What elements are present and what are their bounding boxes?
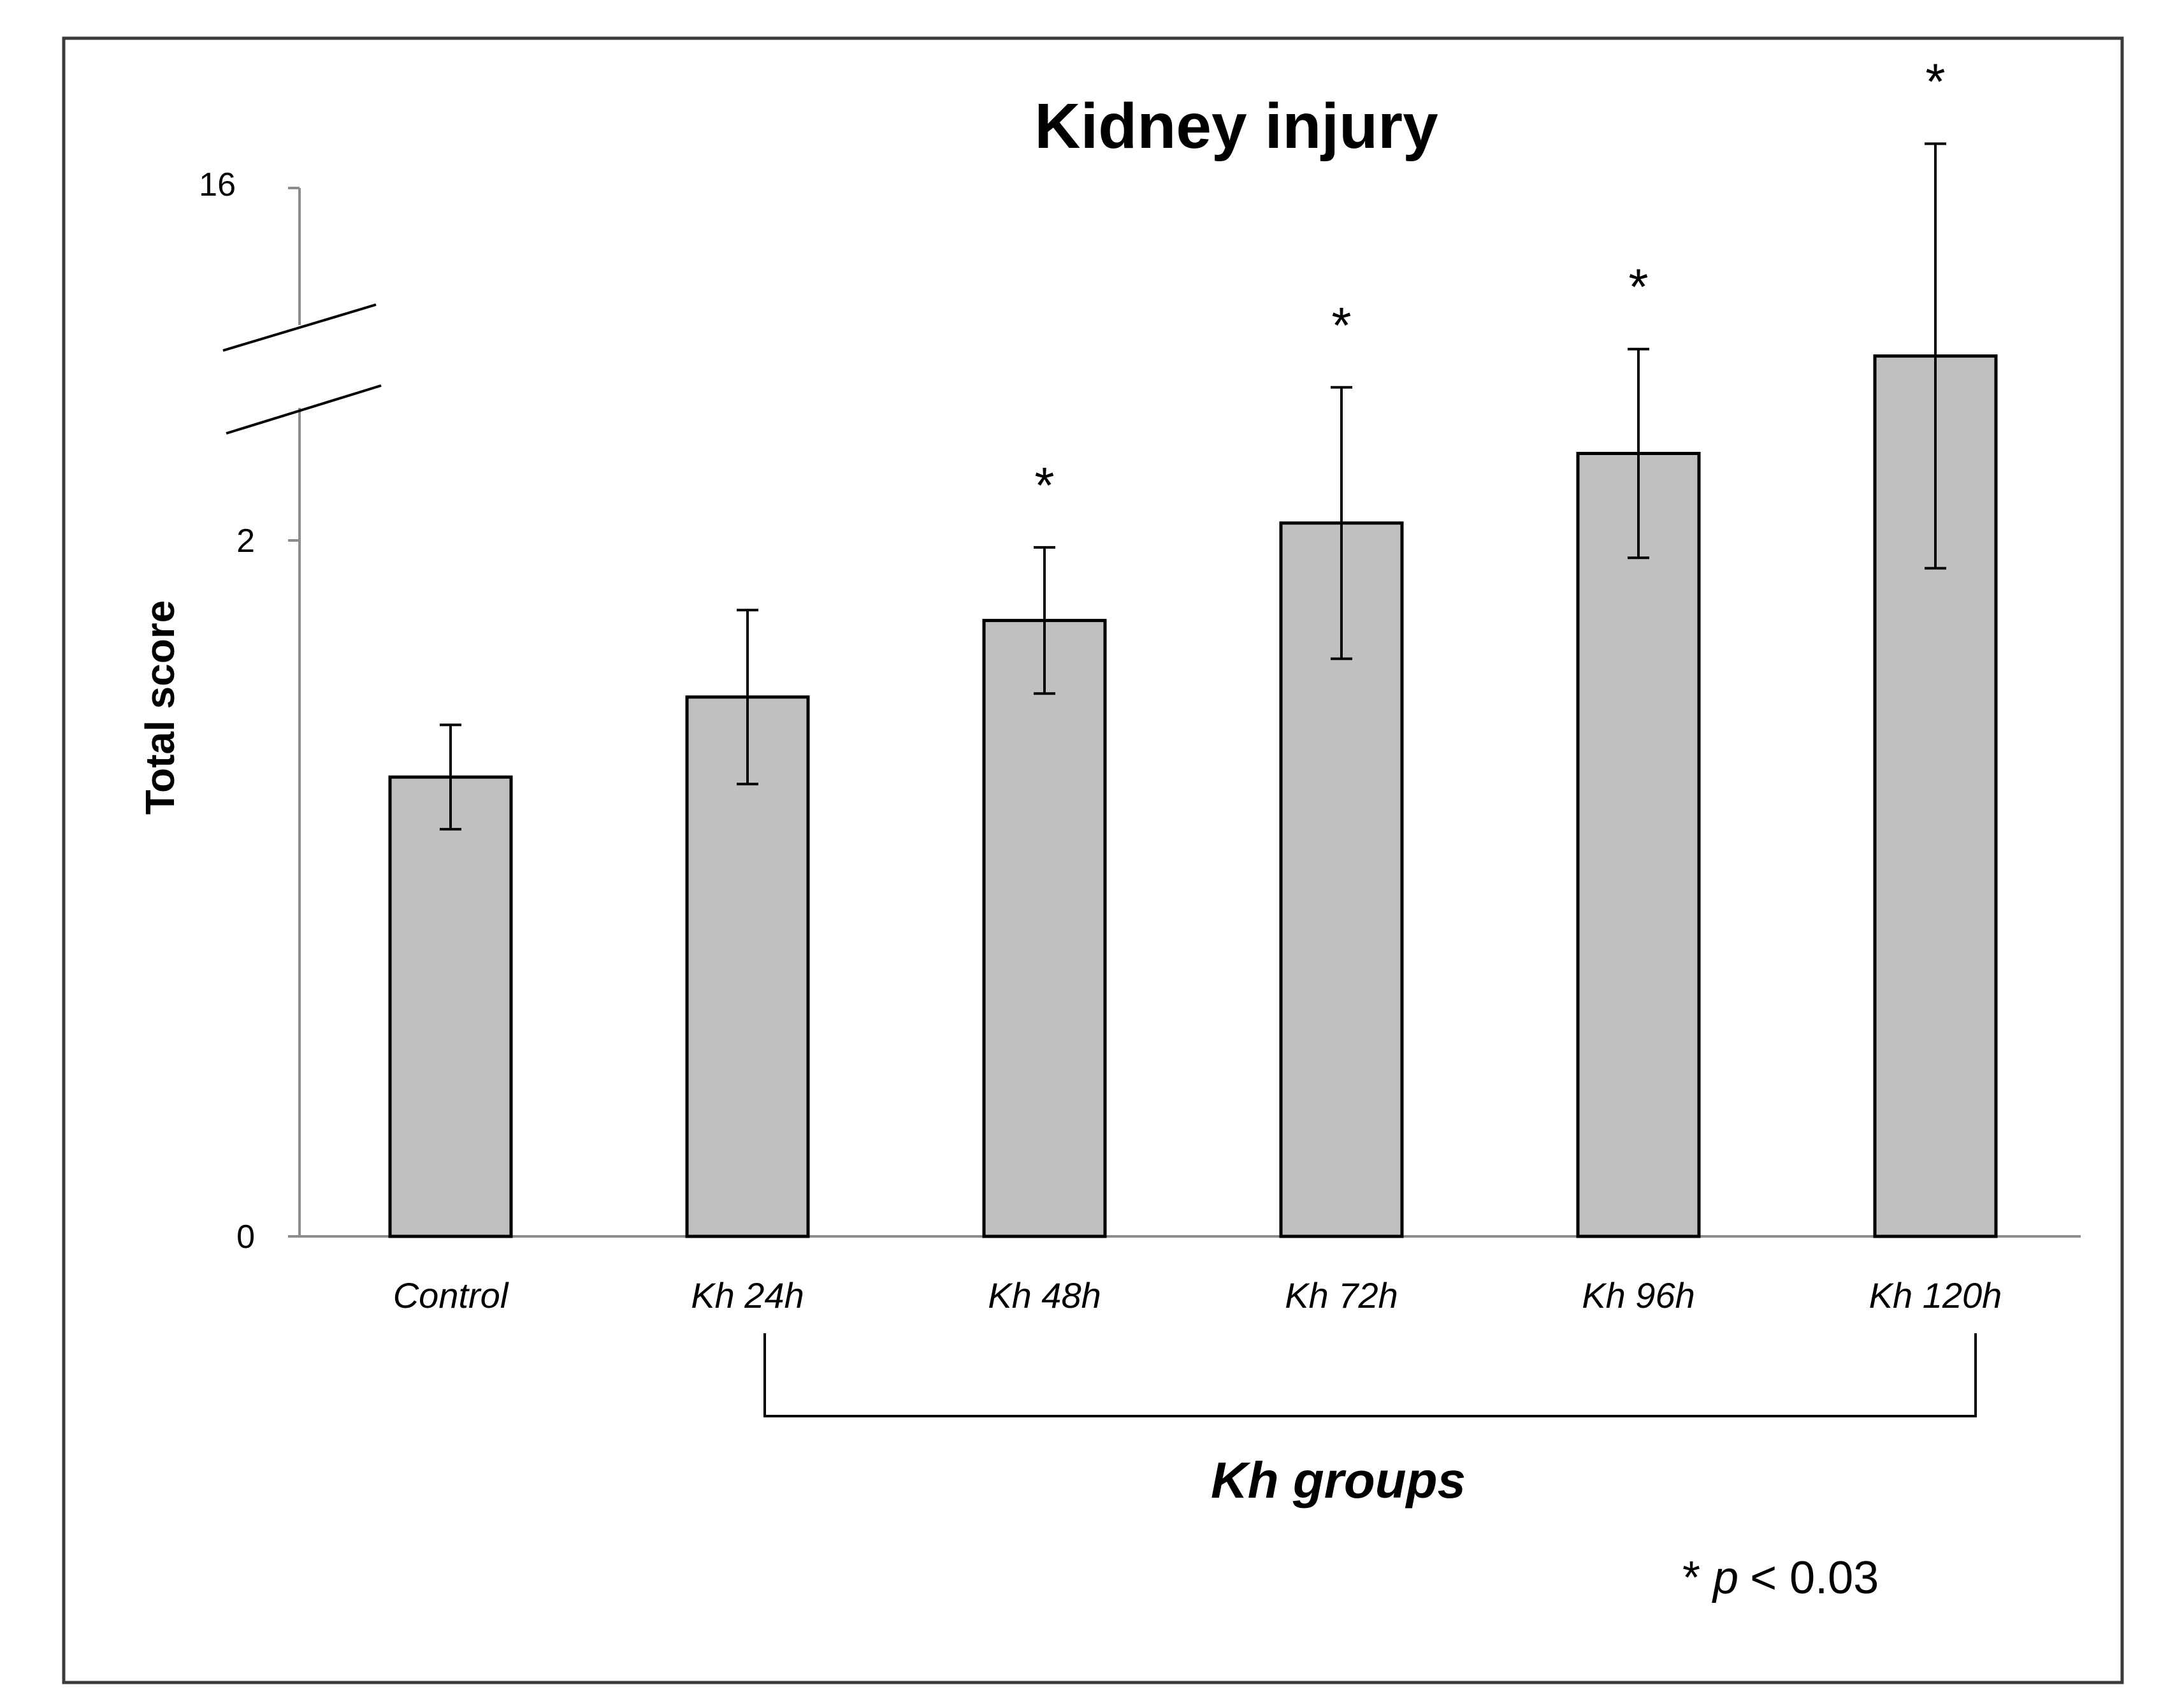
significance-star: * (1925, 54, 1945, 110)
x-tick-labels: Control Kh 24h Kh 48h Kh 72h Kh 96h Kh 120h (393, 1275, 2002, 1315)
bar (982, 619, 1107, 1238)
significance-star: * (1331, 297, 1351, 354)
x-tick-label: Kh 96h (1582, 1275, 1695, 1315)
bar (388, 775, 513, 1238)
axis-break-mark-upper (222, 303, 377, 352)
bars: * * * * (388, 54, 1998, 1238)
bar (1576, 452, 1701, 1238)
x-tick-label: Kh 24h (691, 1275, 804, 1315)
bar (685, 695, 810, 1238)
footnote-star: * (1682, 1552, 1700, 1603)
footnote-p: p (1712, 1552, 1738, 1603)
x-tick-label: Kh 72h (1285, 1275, 1398, 1315)
significance-footnote: * p < 0.03 (1682, 1552, 1879, 1603)
footnote-threshold: < 0.03 (1750, 1552, 1879, 1603)
significance-star: * (1628, 259, 1648, 315)
significance-star: * (1034, 457, 1054, 514)
x-tick-label: Kh 48h (988, 1275, 1101, 1315)
x-tick-label: Kh 120h (1869, 1275, 2002, 1315)
group-label: Kh groups (1211, 1452, 1466, 1509)
y-tick-label: 16 (199, 166, 236, 203)
x-tick-label: Control (393, 1275, 509, 1315)
axes: 02416 (199, 166, 2081, 1256)
y-axis-label: Total score (137, 600, 183, 815)
y-tick-label: 2 (236, 523, 255, 560)
group-bracket (763, 1333, 1977, 1417)
y-tick-label: 0 (236, 1219, 255, 1256)
axis-break-mark-lower (226, 384, 382, 435)
chart-title: Kidney injury (1034, 90, 1438, 162)
